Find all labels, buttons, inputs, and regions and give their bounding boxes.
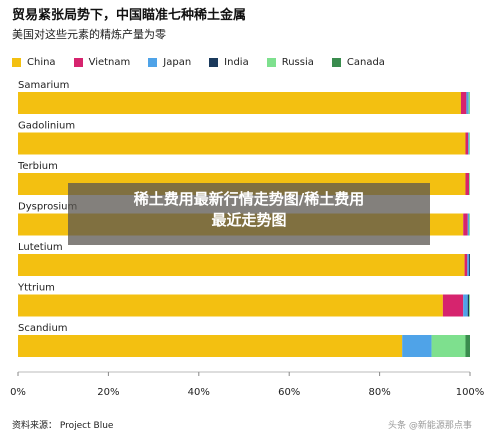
bar-segment-samarium-russia [468,92,470,114]
category-label-scandium: Scandium [18,323,68,334]
legend-swatch [209,58,219,67]
category-label-lutetium: Lutetium [18,242,63,253]
watermark-overlay-banner: 稀土费用最新行情走势图/稀土费用 最近走势图 [68,183,430,245]
bar-segment-scandium-china [18,335,403,357]
legend-swatch [73,58,83,67]
category-label-gadolinium: Gadolinium [18,121,75,132]
bar-segment-lutetium-vietnam [464,254,468,276]
bar-segment-yttrium-india [467,294,470,317]
category-label-yttrium: Yttrium [17,283,55,294]
legend-swatch [12,58,21,67]
bar-segment-gadolinium-china [18,132,466,155]
chart-legend: China Vietnam Japan India Russia Canada [12,57,403,68]
bar-segment-samarium-china [18,92,461,114]
x-tick-label: 100% [456,387,485,398]
category-label-samarium: Samarium [18,80,69,91]
legend-label: Canada [346,57,385,68]
x-tick-label: 60% [278,387,300,398]
legend-swatch [331,58,341,67]
x-tick-label: 0% [10,387,26,398]
legend-label: Vietnam [88,57,131,68]
bar-segment-dysprosium-russia [469,213,470,236]
bar-segment-yttrium-russia [469,294,470,317]
bar-segment-dysprosium-japan [467,213,470,236]
bar-segment-dysprosium-vietnam [463,213,468,236]
watermark-text: 头条 @新能源那点事 [388,421,472,431]
bar-segment-yttrium-vietnam [442,294,464,317]
legend-swatch [148,58,158,67]
chart-subtitle: 美国对这些元素的精炼产量为零 [12,28,166,41]
source-note: 资料来源： Project Blue [12,421,114,431]
legend-label: India [224,57,249,68]
x-tick-label: 80% [368,387,390,398]
legend-item-russia: Russia [266,57,314,68]
bar-segment-terbium-russia [469,173,470,195]
bar-segment-gadolinium-vietnam [465,132,469,155]
x-tick-label: 20% [97,387,119,398]
bar-segment-lutetium-japan [467,254,470,276]
bar-segment-gadolinium-russia [469,132,470,155]
legend-item-japan: Japan [148,57,191,68]
legend-item-vietnam: Vietnam [73,57,131,68]
overlay-line-2: 最近走势图 [211,211,287,229]
legend-swatch [266,58,276,67]
x-tick-label: 40% [188,387,210,398]
bar-segment-terbium-vietnam [465,173,470,195]
legend-label: Japan [163,57,192,68]
bar-segment-scandium-russia [431,335,466,357]
overlay-line-1: 稀土费用最新行情走势图/稀土费用 [133,190,365,208]
bar-segment-yttrium-china [18,294,443,317]
legend-label: China [27,57,56,68]
category-label-terbium: Terbium [17,161,58,172]
category-label-dysprosium: Dysprosium [18,202,77,213]
legend-item-india: India [209,57,249,68]
legend-item-china: China [12,57,56,68]
bar-segment-gadolinium-japan [468,132,470,155]
legend-item-canada: Canada [331,57,385,68]
bar-segment-scandium-japan [402,335,432,357]
bar-segment-lutetium-india [469,254,470,276]
bar-segment-samarium-vietnam [460,92,467,114]
bar-segment-samarium-japan [466,92,469,114]
bar-segment-lutetium-china [18,254,465,276]
legend-label: Russia [281,57,314,68]
bar-segment-yttrium-japan [463,294,468,317]
bar-segment-scandium-canada [465,335,470,357]
chart-title: 贸易紧张局势下，中国瞄准七种稀土金属 [12,8,247,23]
